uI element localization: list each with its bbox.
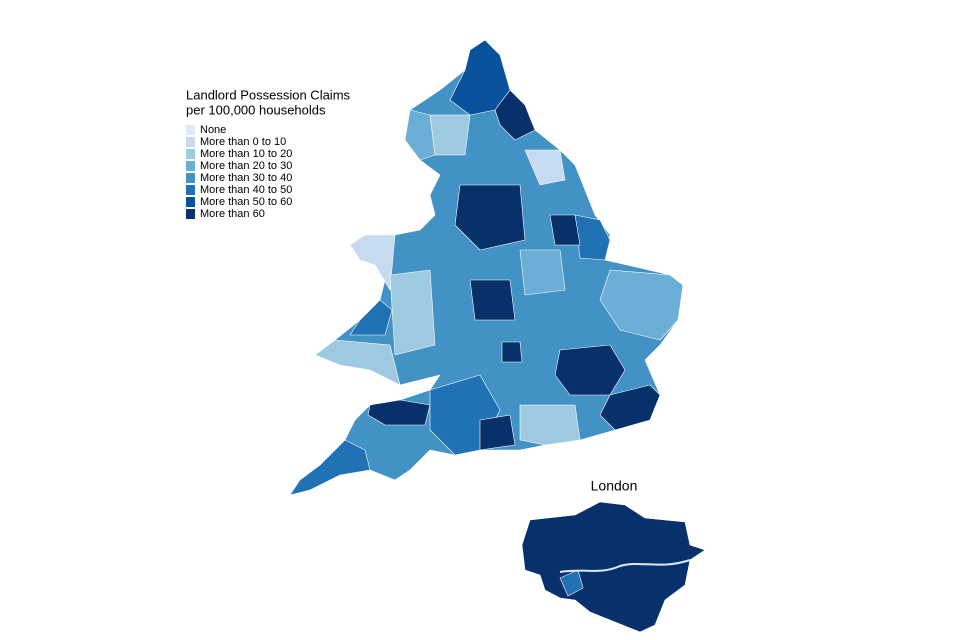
region [549, 214, 581, 246]
region [554, 344, 626, 396]
legend-label: More than 30 to 40 [200, 172, 292, 184]
legend-label: More than 60 [200, 208, 265, 220]
region [289, 439, 371, 496]
river-thames [559, 559, 691, 573]
legend-title: per 100,000 households [186, 102, 326, 117]
region [599, 269, 684, 341]
region [469, 279, 516, 321]
inset-title: London [591, 478, 638, 494]
legend-swatch [186, 209, 195, 219]
region [501, 341, 523, 363]
region [389, 269, 436, 356]
legend-label: More than 50 to 60 [200, 196, 292, 208]
legend-swatch [186, 173, 195, 183]
region [519, 404, 581, 446]
region [349, 234, 396, 291]
legend-swatch [186, 149, 195, 159]
legend-label: None [200, 124, 226, 136]
legend-swatch [186, 137, 195, 147]
region [599, 384, 661, 431]
region [349, 299, 393, 336]
legend-label: More than 20 to 30 [200, 160, 292, 172]
region [524, 149, 566, 186]
legend: Landlord Possession Claims per 100,000 h… [186, 87, 351, 220]
region [519, 249, 566, 296]
london-map [521, 501, 706, 633]
london-borough [559, 569, 584, 597]
england-wales-map [289, 39, 684, 496]
legend-label: More than 0 to 10 [200, 136, 286, 148]
region [314, 339, 401, 386]
region [574, 214, 611, 261]
legend-title: Landlord Possession Claims [186, 87, 351, 102]
region [367, 399, 431, 426]
region [479, 414, 516, 451]
legend-swatch [186, 125, 195, 135]
legend-swatch [186, 185, 195, 195]
london-inset: London [521, 478, 706, 633]
legend-label: More than 10 to 20 [200, 148, 292, 160]
region [404, 109, 436, 161]
region [429, 114, 471, 156]
legend-swatch [186, 161, 195, 171]
legend-swatch [186, 197, 195, 207]
legend-label: More than 40 to 50 [200, 184, 292, 196]
region [494, 89, 536, 141]
region [454, 184, 526, 251]
